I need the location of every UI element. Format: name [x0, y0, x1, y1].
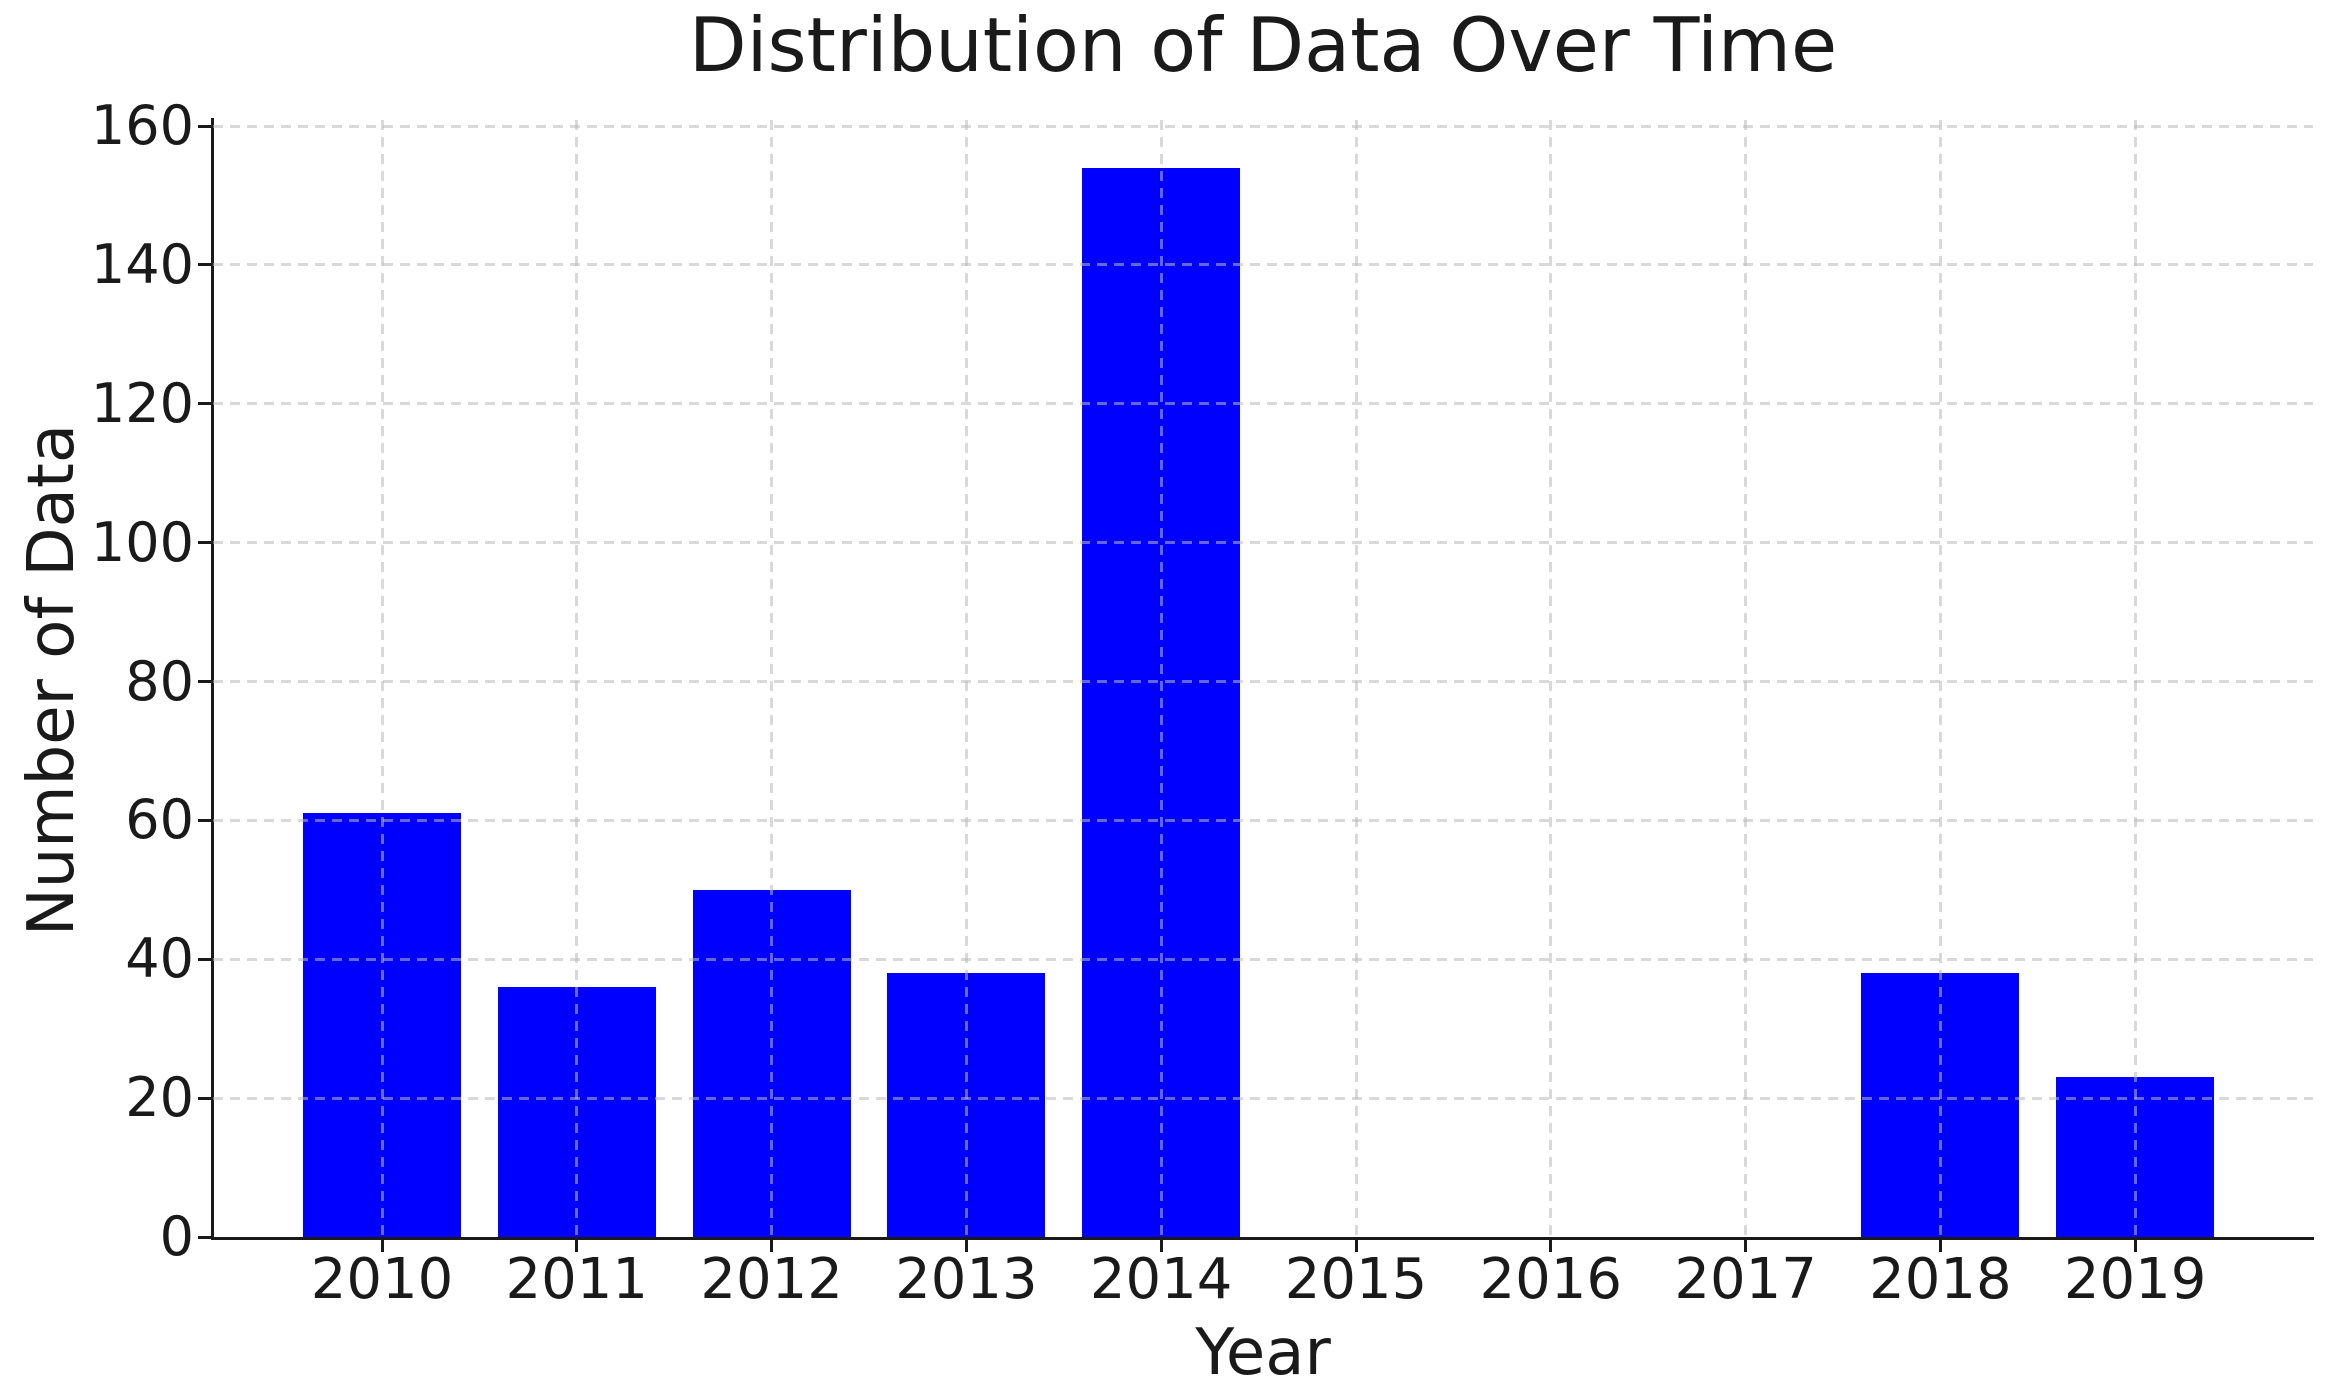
ytick-mark-160 — [198, 124, 213, 128]
gridline-y-100 — [213, 541, 2313, 545]
ytick-label-120: 120 — [90, 371, 194, 435]
xtick-label-2013: 2013 — [895, 1247, 1038, 1312]
ytick-label-0: 0 — [159, 1205, 194, 1268]
gridline-y-20 — [213, 1096, 2313, 1100]
xtick-mark-2010 — [380, 1238, 384, 1252]
xtick-label-2010: 2010 — [310, 1247, 454, 1312]
ytick-label-140: 140 — [90, 232, 194, 296]
xtick-label-2014: 2014 — [1089, 1247, 1233, 1312]
xtick-mark-2014 — [1159, 1238, 1163, 1252]
xtick-mark-2012 — [770, 1238, 774, 1252]
gridline-x-2010 — [380, 120, 384, 1237]
xtick-mark-2013 — [964, 1238, 968, 1252]
gridline-y-40 — [213, 957, 2313, 961]
ytick-mark-80 — [198, 680, 213, 683]
xtick-mark-2011 — [575, 1238, 579, 1252]
ytick-mark-0 — [198, 1235, 213, 1239]
xtick-label-2019: 2019 — [2063, 1247, 2207, 1312]
xtick-mark-2016 — [1549, 1238, 1553, 1252]
gridline-x-2015 — [1354, 120, 1358, 1237]
ytick-label-80: 80 — [125, 649, 194, 713]
ytick-label-20: 20 — [125, 1066, 194, 1130]
xtick-label-2012: 2012 — [700, 1247, 843, 1312]
plot-area — [213, 120, 2313, 1237]
xtick-label-2016: 2016 — [1479, 1247, 1623, 1312]
gridline-x-2017 — [1744, 120, 1748, 1237]
gridline-x-2016 — [1549, 120, 1553, 1237]
ytick-mark-140 — [198, 263, 213, 267]
xtick-label-2017: 2017 — [1674, 1247, 1817, 1312]
ytick-mark-60 — [198, 818, 213, 822]
ytick-mark-20 — [198, 1096, 213, 1100]
xtick-label-2015: 2015 — [1284, 1247, 1428, 1312]
xtick-mark-2015 — [1354, 1238, 1358, 1252]
xtick-mark-2017 — [1744, 1238, 1748, 1252]
gridline-x-2018 — [1938, 120, 1942, 1237]
ytick-mark-100 — [198, 541, 213, 545]
gridline-x-2013 — [964, 120, 968, 1237]
gridline-x-2012 — [770, 120, 774, 1237]
xtick-mark-2019 — [2133, 1238, 2137, 1252]
gridline-y-140 — [213, 263, 2313, 267]
gridline-x-2014 — [1159, 120, 1163, 1237]
gridline-y-80 — [213, 680, 2313, 683]
gridline-y-160 — [213, 124, 2313, 128]
xtick-label-2011: 2011 — [505, 1247, 649, 1312]
ytick-mark-120 — [198, 402, 213, 406]
gridline-x-2011 — [575, 120, 579, 1237]
x-axis-spine — [211, 1237, 2314, 1240]
ytick-label-160: 160 — [90, 94, 194, 157]
y-axis-spine — [211, 118, 214, 1240]
ytick-label-60: 60 — [125, 788, 194, 852]
gridline-x-2019 — [2133, 120, 2137, 1237]
x-axis-label: Year — [1195, 1316, 1331, 1390]
ytick-label-40: 40 — [125, 927, 194, 991]
xtick-mark-2018 — [1938, 1238, 1942, 1252]
xtick-label-2018: 2018 — [1869, 1247, 2012, 1312]
ytick-mark-40 — [198, 957, 213, 961]
chart-title: Distribution of Data Over Time — [688, 1, 1838, 89]
gridline-y-120 — [213, 402, 2313, 406]
gridline-y-60 — [213, 818, 2313, 822]
ytick-label-100: 100 — [90, 510, 194, 574]
